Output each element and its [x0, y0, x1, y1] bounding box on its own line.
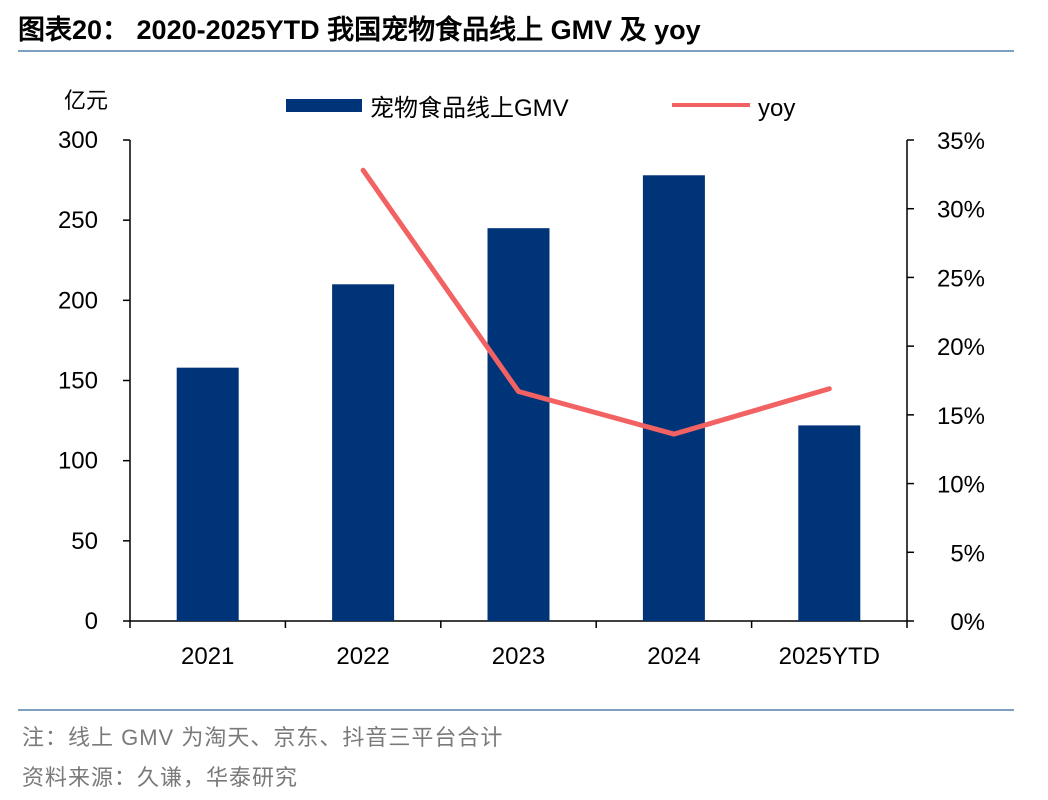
- y-right-tick-label: 0%: [950, 609, 985, 636]
- y-left-unit: 亿元: [64, 88, 108, 113]
- y-left-tick-label: 100: [58, 448, 98, 475]
- footnote: 注：线上 GMV 为淘天、京东、抖音三平台合计: [22, 725, 504, 750]
- bar: [332, 284, 395, 621]
- y-left-tick-label: 150: [58, 368, 98, 395]
- bar: [798, 425, 861, 621]
- x-tick-label: 2023: [492, 643, 545, 670]
- legend: 宠物食品线上GMV yoy: [286, 95, 795, 122]
- tick-labels: 0 50 100 150 200 250 300 0% 5% 10% 15% 20% 25% 30% 35%…: [58, 127, 985, 670]
- bar: [487, 228, 550, 621]
- y-right-tick-label: 35%: [937, 128, 985, 155]
- x-tick-label: 2024: [647, 643, 700, 670]
- x-tick-label: 2025YTD: [779, 643, 880, 670]
- y-left-tick-label: 300: [58, 127, 98, 154]
- y-right-tick-label: 30%: [937, 197, 985, 224]
- yoy-line: [360, 167, 832, 437]
- legend-label-yoy: yoy: [758, 95, 795, 122]
- y-left-tick-label: 50: [71, 528, 98, 555]
- x-tick-label: 2021: [181, 643, 234, 670]
- line-series: [360, 167, 832, 437]
- bar: [642, 175, 705, 622]
- source-note: 资料来源：久谦，华泰研究: [22, 765, 299, 790]
- legend-label-gmv: 宠物食品线上GMV: [370, 95, 569, 122]
- chart: 0 50 100 150 200 250 300 0% 5% 10% 15% 20% 25% 30% 35%…: [58, 88, 985, 670]
- y-left-tick-label: 200: [58, 287, 98, 314]
- footer-divider: [18, 709, 1014, 711]
- y-left-tick-label: 0: [85, 608, 98, 635]
- y-right-tick-label: 15%: [937, 403, 985, 430]
- y-right-tick-label: 25%: [937, 265, 985, 292]
- bar: [176, 367, 239, 621]
- bar-series: [176, 175, 861, 622]
- chart-title: 图表20： 2020-2025YTD 我国宠物食品线上 GMV 及 yoy: [18, 15, 701, 45]
- y-right-tick-label: 5%: [950, 540, 985, 567]
- x-tick-label: 2022: [336, 643, 389, 670]
- legend-swatch-gmv: [286, 99, 362, 112]
- y-left-tick-label: 250: [58, 207, 98, 234]
- y-right-tick-label: 10%: [937, 472, 985, 499]
- y-right-tick-label: 20%: [937, 334, 985, 361]
- title-divider: [18, 50, 1014, 52]
